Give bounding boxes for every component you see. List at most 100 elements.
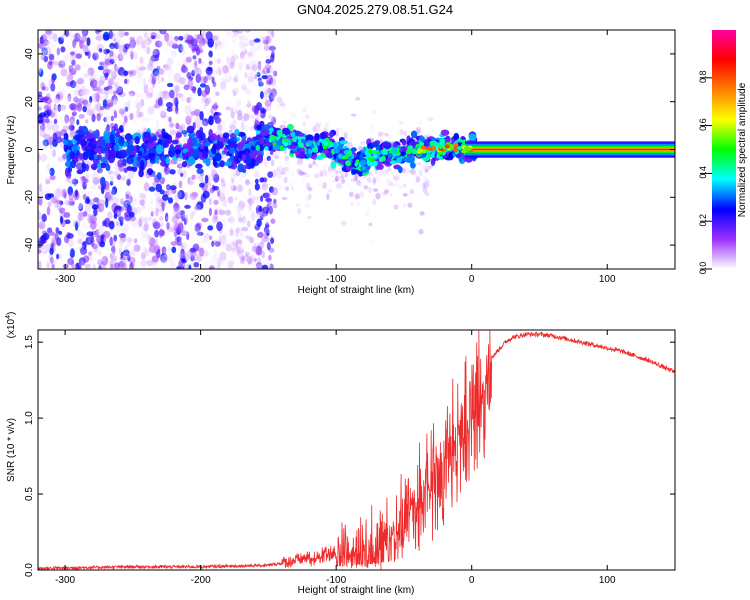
noise-cell xyxy=(308,163,313,169)
noise-cell xyxy=(91,113,96,123)
noise-cell xyxy=(103,63,108,74)
noise-cell xyxy=(38,180,42,187)
noise-cell xyxy=(51,75,56,84)
noise-cell xyxy=(261,264,269,269)
noise-cell xyxy=(245,235,252,240)
noise-cell xyxy=(178,180,183,189)
noise-cell xyxy=(247,74,252,81)
noise-cell xyxy=(114,84,118,90)
ridge-cell xyxy=(79,139,88,146)
noise-cell xyxy=(354,193,360,200)
noise-cell xyxy=(138,66,146,71)
noise-cell xyxy=(157,68,165,75)
noise-cell xyxy=(215,66,219,76)
ridge-cell xyxy=(255,144,260,151)
ridge-peak xyxy=(382,148,388,154)
colorbar-tick-label: 0.6 xyxy=(698,118,708,131)
noise-cell xyxy=(241,226,249,232)
noise-cell xyxy=(78,202,82,210)
noise-cell xyxy=(180,55,187,64)
noise-cell xyxy=(286,162,290,167)
noise-cell xyxy=(197,253,202,262)
noise-cell xyxy=(325,172,328,177)
noise-cell xyxy=(140,60,144,67)
noise-cell xyxy=(236,74,243,82)
noise-cell xyxy=(205,66,213,76)
noise-cell xyxy=(228,76,233,81)
y-tick-label: 0 xyxy=(24,146,35,152)
ridge-peak xyxy=(411,148,418,155)
noise-cell xyxy=(254,191,261,198)
ridge-cell xyxy=(171,139,179,145)
noise-cell xyxy=(142,202,148,208)
noise-cell xyxy=(128,241,134,250)
noise-cell xyxy=(105,197,109,208)
noise-cell xyxy=(97,168,103,174)
noise-cell xyxy=(272,203,278,209)
noise-cell xyxy=(93,262,100,269)
noise-cell xyxy=(98,80,105,86)
noise-cell xyxy=(141,199,148,205)
noise-cell xyxy=(372,190,378,195)
noise-cell xyxy=(406,168,411,174)
noise-cell xyxy=(57,221,63,230)
noise-cell xyxy=(384,189,389,195)
noise-cell xyxy=(143,77,146,85)
noise-cell xyxy=(388,181,392,188)
noise-cell xyxy=(49,43,56,48)
noise-cell xyxy=(218,40,224,49)
noise-cell xyxy=(42,232,50,240)
noise-cell xyxy=(147,87,154,97)
noise-cell xyxy=(97,251,103,256)
noise-cell xyxy=(86,231,94,236)
ridge-peak xyxy=(344,154,349,159)
noise-cell xyxy=(146,201,153,212)
ridge-cell xyxy=(90,163,98,170)
noise-cell xyxy=(260,91,264,100)
noise-cell xyxy=(106,124,110,132)
noise-cell xyxy=(59,104,67,111)
noise-cell xyxy=(104,115,111,123)
noise-cell xyxy=(64,114,70,124)
noise-cell xyxy=(307,215,312,220)
noise-cell xyxy=(96,113,101,122)
noise-cell xyxy=(56,58,64,65)
noise-cell xyxy=(322,205,328,210)
noise-cell xyxy=(419,211,425,216)
ridge-cell xyxy=(163,139,170,148)
noise-cell xyxy=(44,169,52,175)
noise-cell xyxy=(38,66,42,72)
noise-cell xyxy=(146,87,151,97)
noise-cell xyxy=(72,264,77,269)
noise-cell xyxy=(79,219,85,226)
noise-cell xyxy=(133,244,141,252)
noise-cell xyxy=(189,251,197,257)
noise-cell xyxy=(168,125,172,131)
noise-cell xyxy=(304,171,311,177)
noise-cell xyxy=(378,129,384,134)
noise-cell xyxy=(198,62,202,69)
ridge-cell xyxy=(65,160,71,166)
noise-cell xyxy=(363,185,369,190)
ridge-cell xyxy=(192,148,201,159)
ridge-cell xyxy=(175,153,180,159)
noise-cell xyxy=(169,185,177,191)
noise-cell xyxy=(181,250,186,258)
noise-cell xyxy=(145,92,153,99)
noise-cell xyxy=(260,239,265,249)
noise-cell xyxy=(397,174,401,181)
noise-cell xyxy=(326,193,330,200)
noise-cell xyxy=(122,255,129,263)
noise-cell xyxy=(360,194,364,198)
noise-cell xyxy=(109,50,114,57)
noise-cell xyxy=(56,47,60,56)
noise-cell xyxy=(366,211,372,217)
noise-cell xyxy=(51,263,55,269)
noise-cell xyxy=(110,163,118,172)
noise-cell xyxy=(253,79,258,89)
noise-cell xyxy=(55,106,63,116)
noise-cell xyxy=(53,59,59,69)
ridge-cell xyxy=(339,140,348,145)
noise-cell xyxy=(166,40,174,47)
noise-cell xyxy=(197,38,204,46)
